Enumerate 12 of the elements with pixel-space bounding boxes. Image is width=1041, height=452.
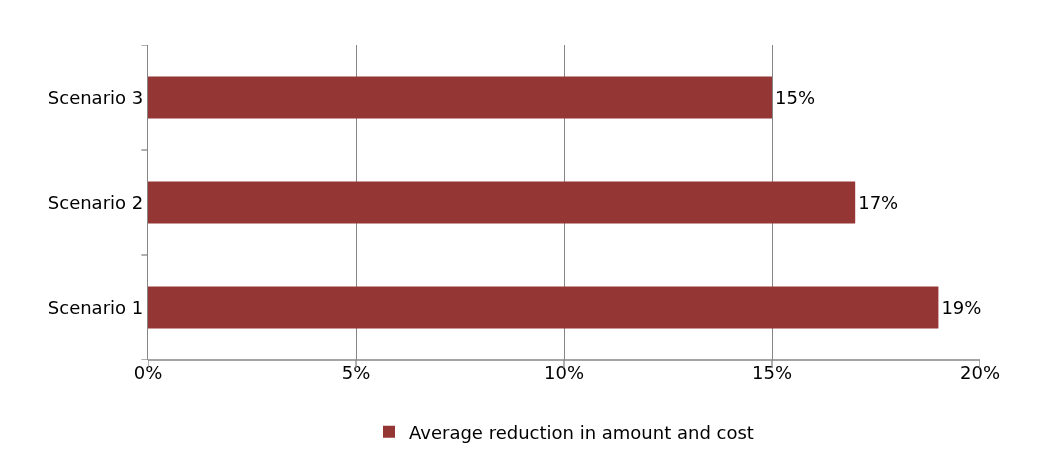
y-tick-label: Scenario 1 (47, 296, 144, 318)
data-label: 15% (775, 87, 816, 108)
x-tick-label: 15% (751, 362, 793, 383)
x-tick-label: 0% (133, 362, 163, 383)
x-tick-label: 10% (543, 362, 585, 383)
x-tick-label: 20% (959, 362, 1001, 383)
y-tick-label: Scenario 2 (47, 191, 144, 213)
x-tick-label: 5% (341, 362, 371, 383)
data-label: 17% (858, 192, 899, 213)
legend-label: Average reduction in amount and cost (409, 421, 754, 443)
data-label: 19% (941, 297, 982, 318)
y-tick-label: Scenario 3 (47, 86, 144, 108)
